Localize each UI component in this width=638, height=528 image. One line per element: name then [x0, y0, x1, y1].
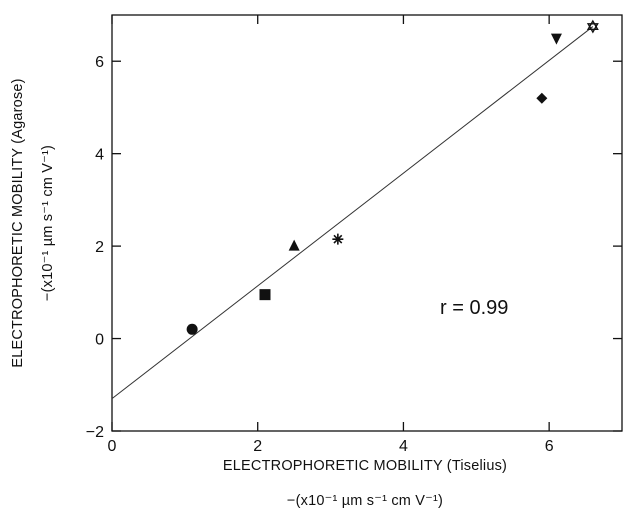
y-tick-label: 2 — [95, 239, 104, 256]
data-point-square — [259, 289, 271, 301]
y-tick-label: 4 — [95, 147, 104, 164]
x-axis-title: ELECTROPHORETIC MOBILITY (Tiselius) — [223, 458, 507, 474]
data-point-diamond — [536, 92, 548, 104]
data-point-triangle-up — [288, 239, 300, 251]
data-point-circle — [186, 323, 198, 335]
y-axis-title: ELECTROPHORETIC MOBILITY (Agarose) — [10, 78, 26, 367]
data-point-triangle-down — [550, 33, 562, 45]
y-tick-label: 6 — [95, 54, 104, 71]
x-tick-label: 6 — [545, 438, 554, 455]
star-triangle-down — [586, 23, 599, 34]
plot-frame — [111, 14, 623, 432]
x-tick-label: 4 — [399, 438, 408, 455]
y-tick-label: 0 — [95, 332, 104, 349]
star-triangle-up — [586, 19, 599, 31]
x-tick-label: 0 — [108, 438, 117, 455]
data-point-star-of-david — [586, 19, 599, 34]
x-axis-units: −(x10⁻¹ µm s⁻¹ cm V⁻¹) — [287, 493, 443, 509]
y-axis-units: −(x10⁻¹ µm s⁻¹ cm V⁻¹) — [40, 145, 56, 301]
correlation-annotation: r = 0.99 — [440, 297, 508, 319]
data-points — [186, 19, 599, 335]
regression-line — [111, 26, 594, 400]
y-tick-label: −2 — [86, 424, 104, 441]
x-tick-label: 2 — [253, 438, 262, 455]
data-point-asterisk — [332, 233, 344, 245]
